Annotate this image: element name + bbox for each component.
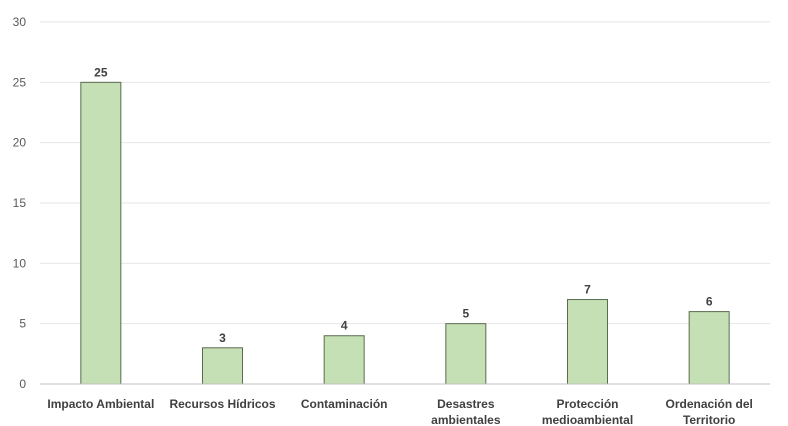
y-tick-label: 0 <box>19 377 26 391</box>
x-tick-label-line: Recursos Hídricos <box>169 397 275 411</box>
y-axis-ticks: 0 5 10 15 20 25 30 <box>13 15 27 391</box>
x-tick-label-line: medioambiental <box>542 413 633 426</box>
x-tick-label-line: Protección <box>556 397 618 411</box>
gridlines <box>40 21 770 325</box>
bar <box>80 81 122 385</box>
x-tick-label: Contaminación <box>301 397 388 411</box>
x-tick-label-line: Territorio <box>683 413 735 426</box>
y-tick-label: 10 <box>13 256 27 270</box>
data-label: 5 <box>462 307 469 321</box>
data-label: 6 <box>706 295 713 309</box>
data-labels: 25 3 4 5 7 6 <box>94 65 713 344</box>
bar <box>688 311 730 385</box>
y-tick-label: 15 <box>13 196 27 210</box>
x-tick-label: Impacto Ambiental <box>47 397 154 411</box>
y-tick-label: 30 <box>13 15 27 29</box>
data-label: 4 <box>341 319 348 333</box>
x-tick-label: Desastres ambientales <box>431 397 501 426</box>
x-axis-ticks: Impacto Ambiental Recursos Hídricos Contam… <box>47 397 752 426</box>
y-tick-label: 20 <box>13 136 27 150</box>
y-tick-label: 25 <box>13 75 27 89</box>
x-tick-label: Recursos Hídricos <box>169 397 275 411</box>
data-label: 7 <box>584 283 591 297</box>
x-tick-label: Protección medioambiental <box>542 397 633 426</box>
data-label: 3 <box>219 331 226 345</box>
x-tick-label-line: Contaminación <box>301 397 388 411</box>
x-tick-label-line: Desastres <box>437 397 495 411</box>
bar <box>445 323 487 385</box>
x-tick-label-line: Ordenación del <box>665 397 752 411</box>
x-tick-label-line: ambientales <box>431 413 501 426</box>
bar <box>202 347 243 385</box>
bar <box>567 299 608 385</box>
bar <box>323 335 365 385</box>
bars <box>80 81 730 385</box>
data-label: 25 <box>94 65 108 79</box>
y-tick-label: 5 <box>19 317 26 331</box>
x-tick-label: Ordenación del Territorio <box>665 397 752 426</box>
x-tick-label-line: Impacto Ambiental <box>47 397 154 411</box>
